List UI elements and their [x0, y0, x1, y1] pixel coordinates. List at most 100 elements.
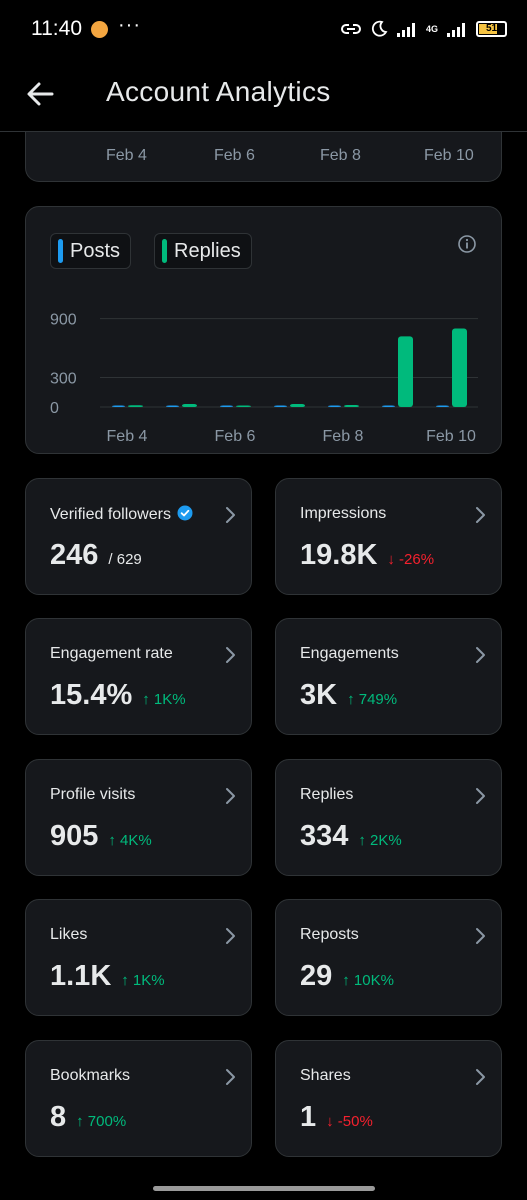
- metric-change: ↑ 1K%: [142, 691, 186, 708]
- bar-replies: [236, 405, 251, 407]
- bar-posts: [220, 405, 233, 407]
- metric-change: ↑ 10K%: [342, 972, 394, 989]
- chevron-right-icon: [226, 1069, 235, 1085]
- x-tick: Feb 10: [424, 147, 474, 164]
- legend-posts-label: Posts: [70, 239, 121, 262]
- metric-card[interactable]: Bookmarks 8 ↑ 700%: [25, 1040, 252, 1157]
- metric-change: ↑ 2K%: [358, 832, 402, 849]
- metric-value-row: 8 ↑ 700%: [50, 1101, 126, 1134]
- metric-value-row: 15.4% ↑ 1K%: [50, 679, 186, 712]
- metric-change: ↑ 749%: [347, 691, 398, 708]
- metric-label: Engagements: [300, 645, 399, 663]
- metric-label-text: Impressions: [300, 505, 387, 522]
- metric-value: 15.4%: [50, 679, 133, 711]
- page-title: Account Analytics: [106, 76, 331, 107]
- metric-label: Replies: [300, 786, 353, 804]
- legend-posts[interactable]: Posts: [50, 233, 132, 269]
- chevron-right-icon: [476, 507, 485, 523]
- metric-label: Reposts: [300, 926, 359, 944]
- metric-card[interactable]: Engagements 3K ↑ 749%: [275, 618, 502, 735]
- metric-card[interactable]: Shares 1 ↓ -50%: [275, 1040, 502, 1157]
- x-tick: Feb 4: [106, 147, 147, 164]
- y-tick-label: 900: [50, 312, 77, 329]
- metric-value-row: 29 ↑ 10K%: [300, 960, 394, 993]
- signal-icon: [396, 23, 415, 37]
- metric-label-text: Shares: [300, 1067, 351, 1084]
- bar-replies: [398, 336, 413, 407]
- posts-swatch: [58, 239, 63, 263]
- metric-label: Likes: [50, 926, 87, 944]
- bar-replies: [128, 405, 143, 407]
- metric-label-text: Profile visits: [50, 786, 136, 803]
- metric-card[interactable]: Reposts 29 ↑ 10K%: [275, 899, 502, 1016]
- x-tick: Feb 8: [320, 147, 361, 164]
- metric-change: ↓ -26%: [387, 551, 435, 568]
- replies-swatch: [162, 239, 167, 263]
- metric-value-row: 905 ↑ 4K%: [50, 820, 152, 853]
- metric-value-row: 1 ↓ -50%: [300, 1101, 373, 1134]
- back-arrow-icon: [27, 82, 54, 106]
- home-indicator[interactable]: [153, 1186, 375, 1191]
- metric-value: 29: [300, 960, 333, 992]
- battery-percent: 51: [485, 23, 498, 34]
- chevron-right-icon: [226, 507, 235, 523]
- metric-label-text: Replies: [300, 786, 354, 803]
- more-notifications-icon: ···: [118, 14, 141, 36]
- metric-label: Bookmarks: [50, 1067, 130, 1085]
- bar-posts: [328, 405, 341, 407]
- bar-replies: [182, 404, 197, 407]
- bar-posts: [436, 405, 449, 407]
- metric-value: 1: [300, 1101, 317, 1133]
- bar-posts: [274, 405, 287, 407]
- metric-value: 1.1K: [50, 960, 112, 992]
- x-tick-label: Feb 6: [215, 428, 256, 445]
- metric-label-text: Verified followers: [50, 506, 171, 523]
- metric-change: ↑ 4K%: [108, 832, 152, 849]
- chevron-right-icon: [226, 788, 235, 804]
- moon-icon: [371, 20, 388, 37]
- metric-change: ↓ -50%: [326, 1113, 373, 1130]
- x-tick: Feb 6: [214, 147, 255, 164]
- posts-replies-chart-card: Posts Replies 900 300 0 Feb 4 Feb 6 Feb 8 Feb …: [25, 206, 502, 454]
- metric-value: 905: [50, 820, 99, 852]
- metric-card[interactable]: Impressions 19.8K ↓ -26%: [275, 478, 502, 595]
- legend-replies[interactable]: Replies: [154, 233, 252, 269]
- status-time: 11:40: [31, 17, 82, 40]
- metric-card[interactable]: Replies 334 ↑ 2K%: [275, 759, 502, 876]
- metric-label-text: Engagement rate: [50, 645, 173, 662]
- y-tick-label: 300: [50, 371, 77, 388]
- status-icons: 4G 51: [340, 18, 507, 40]
- bar-chart: 900 300 0 Feb 4 Feb 6 Feb 8 Feb 10: [50, 312, 478, 445]
- metric-card[interactable]: Likes 1.1K ↑ 1K%: [25, 899, 252, 1016]
- battery-icon: 51: [476, 21, 507, 37]
- x-tick-label: Feb 10: [426, 428, 476, 445]
- info-icon[interactable]: [457, 234, 477, 254]
- link-icon: [341, 24, 361, 34]
- back-button[interactable]: [22, 74, 62, 114]
- verified-badge-icon: [177, 505, 193, 521]
- metric-value: 246: [50, 539, 99, 571]
- metric-value-row: 3K ↑ 749%: [300, 679, 397, 712]
- metric-value: 3K: [300, 679, 338, 711]
- metric-card[interactable]: Profile visits 905 ↑ 4K%: [25, 759, 252, 876]
- bar-replies: [290, 404, 305, 407]
- metric-label-text: Reposts: [300, 926, 359, 943]
- bar-replies: [344, 405, 359, 407]
- metric-label: Engagement rate: [50, 645, 173, 663]
- metric-label: Impressions: [300, 505, 386, 523]
- metric-card[interactable]: Engagement rate 15.4% ↑ 1K%: [25, 618, 252, 735]
- metric-change: ↑ 700%: [76, 1113, 127, 1130]
- metric-change: ↑ 1K%: [121, 972, 165, 989]
- metric-label-text: Likes: [50, 926, 88, 943]
- metric-label-text: Engagements: [300, 645, 399, 662]
- bar-replies: [452, 328, 467, 407]
- x-tick-label: Feb 8: [323, 428, 364, 445]
- network-type: 4G: [425, 23, 438, 34]
- metric-value: 19.8K: [300, 539, 378, 571]
- metric-card[interactable]: Verified followers 246 / 629: [25, 478, 252, 595]
- legend-replies-label: Replies: [174, 239, 241, 262]
- metric-label: Shares: [300, 1067, 351, 1085]
- metric-value-row: 19.8K ↓ -26%: [300, 539, 434, 572]
- notification-bird-icon: [91, 21, 108, 38]
- chevron-right-icon: [476, 928, 485, 944]
